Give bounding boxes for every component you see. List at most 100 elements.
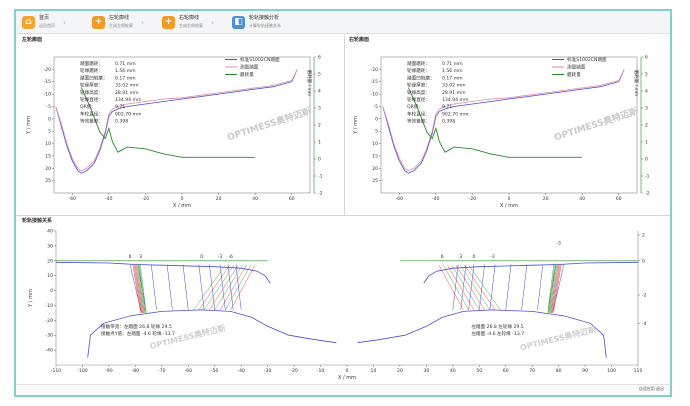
x-tick-label: 80 (556, 368, 562, 374)
y-tick-label: 20 (47, 258, 53, 264)
x-tick-label: 50 (476, 368, 482, 374)
contact-line (227, 264, 234, 310)
x-tick-label: -20 (142, 196, 149, 202)
stat-label: 轮缘厚度： (407, 82, 430, 89)
x-tick-label: -90 (105, 368, 113, 374)
contact-line (505, 264, 512, 310)
x-tick-label: 20 (543, 196, 549, 202)
y-tick-label: 0 (50, 288, 53, 294)
contact-line-flange (132, 263, 141, 313)
y-tick-label: 40 (47, 229, 53, 235)
x-tick-label: -50 (211, 368, 219, 374)
contact-line-flange (549, 263, 557, 313)
contact-shift-label: -3 (218, 254, 223, 260)
y-axis-label: Y / mm (353, 116, 359, 135)
bottom-panel-title: 轮轨接触关系 (22, 218, 53, 224)
y2-tick-label: 4 (318, 89, 321, 95)
y2-tick-label: -2 (318, 191, 323, 197)
stat-label: 踏面磨耗： (80, 60, 103, 67)
x-tick-label: -20 (469, 196, 476, 202)
x-tick-label: -110 (51, 368, 62, 374)
contact-line-tread (438, 265, 464, 311)
contact-line-tread (455, 265, 485, 311)
contact-note: 接触带宽：左踏面 26.8 轮缘 29.5 (101, 323, 172, 330)
x-tick-label: 0 (181, 196, 184, 202)
y-tick-label: -15 (371, 79, 378, 85)
contact-line-flange (551, 263, 560, 313)
stat-label: QR值： (80, 103, 96, 110)
x-tick-label: 20 (397, 368, 403, 374)
y2-tick-label: -2 (645, 191, 650, 197)
contact-line (198, 264, 205, 310)
panel-divider-horizontal[interactable] (16, 215, 670, 216)
stat-label: 轮缘直径： (80, 96, 103, 103)
step-text: 左轮廓线 生成左侧轮廓 (109, 14, 133, 30)
stat-value: 0.398 (115, 119, 128, 125)
y2-tick-label: 3 (318, 106, 321, 112)
contact-line-tread (230, 265, 256, 311)
contact-line-tread (451, 265, 480, 311)
x-tick-label: -30 (264, 368, 272, 374)
y-tick-label: -10 (371, 92, 378, 98)
x-axis-label: X / mm (500, 203, 518, 209)
y2-tick-label: 5 (645, 72, 648, 78)
stat-value: 33.02 mm (442, 83, 466, 89)
contact-note: 接触点Y值：左踏面 -4.6 轮缘 -13.7 (101, 330, 175, 337)
x-tick-label: -20 (290, 368, 298, 374)
contact-line-tread (209, 265, 239, 311)
y-tick-label: 15 (372, 153, 378, 159)
home-icon: ⌂ (22, 15, 35, 29)
status-bar: 自适应用 退出 (16, 384, 670, 395)
y2-tick-label: -1 (645, 174, 650, 180)
contact-shift-label: 3 (459, 254, 462, 260)
contact-shift-label: -3 (490, 254, 495, 260)
y-tick-label: -5 (47, 104, 52, 110)
contact-line-flange (135, 263, 144, 313)
x-tick-label: 30 (423, 368, 429, 374)
contact-line-flange (547, 263, 555, 313)
stat-value: 28.91 mm (115, 90, 139, 96)
x-tick-label: 20 (216, 196, 222, 202)
step-2-button[interactable]: + 左轮廓线 生成左侧轮廓 › (92, 13, 144, 31)
x-tick-label: 60 (289, 196, 295, 202)
contact-line (537, 264, 544, 310)
contact-shift-label: 0 (200, 254, 203, 260)
stat-label: 轮缘高度： (80, 89, 103, 96)
y2-tick-label: 0 (318, 157, 321, 163)
x-tick-label: 90 (582, 368, 588, 374)
step-1-button[interactable]: ⌂ 首页 返回首页 › (22, 13, 66, 31)
stat-label: 轮缘磨耗： (80, 67, 103, 74)
status-text[interactable]: 自适应用 退出 (638, 386, 664, 391)
stat-label: 轮缘磨耗： (407, 67, 430, 74)
contact-line (235, 264, 242, 310)
stat-value: 0.17 mm (115, 75, 136, 81)
step-4-button[interactable]: ◧ 轮轨接触分析 计算轮轨接触关系 (232, 13, 281, 31)
contact-line-tread (198, 265, 230, 311)
y2-tick-label: -4 (642, 321, 647, 327)
y2-axis-label: 磨耗量 / mm (633, 70, 640, 97)
x-tick-label: 40 (450, 368, 456, 374)
stat-value: 0.17 mm (442, 75, 463, 81)
x-tick-label: -100 (77, 368, 88, 374)
chevron-right-icon: › (211, 17, 215, 27)
contact-line-tread (219, 265, 247, 311)
step-subtitle: 计算轮轨接触关系 (249, 23, 281, 28)
contact-line (209, 264, 215, 310)
y-tick-label: 20 (372, 166, 378, 172)
step-subtitle: 生成右侧轮廓 (179, 23, 203, 28)
x-axis-label: X / mm (338, 375, 356, 381)
y-tick-label: 15 (45, 153, 51, 159)
y2-tick-label: 0 (642, 258, 645, 264)
contact-line (489, 264, 496, 310)
x-tick-label: 70 (529, 368, 535, 374)
x-tick-label: 40 (579, 196, 585, 202)
step-text: 右轮廓线 生成右侧轮廓 (179, 14, 203, 30)
contact-line (479, 264, 485, 310)
contact-line-tread (193, 265, 226, 311)
contact-line (182, 264, 189, 310)
stat-value: 0.398 (442, 119, 455, 125)
step-3-button[interactable]: + 右轮廓线 生成右侧轮廓 › (162, 13, 214, 31)
contact-line-tread (460, 265, 491, 311)
y2-tick-label: 5 (318, 72, 321, 78)
y-tick-label: 10 (47, 273, 53, 279)
